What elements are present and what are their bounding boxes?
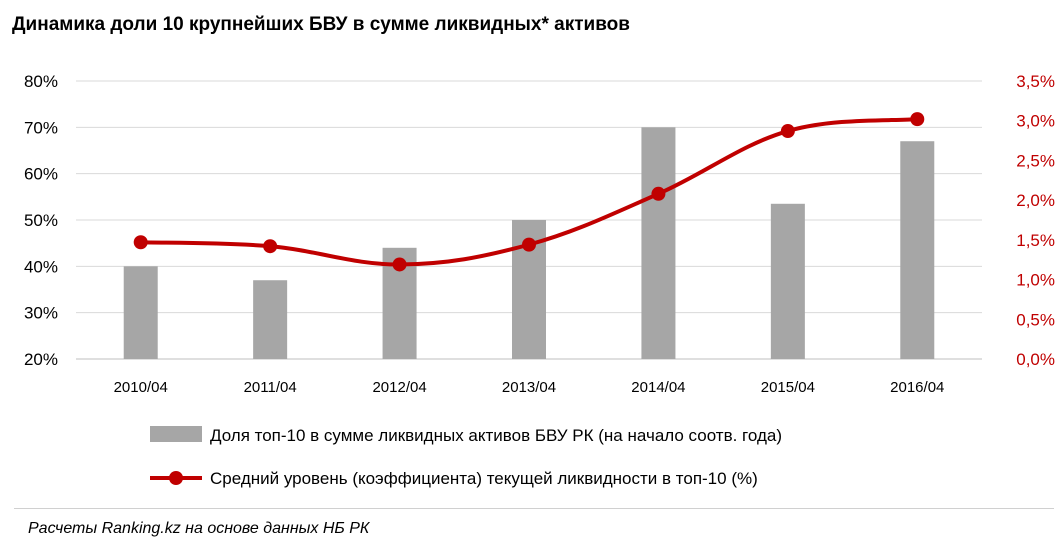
chart-title: Динамика доли 10 крупнейших БВУ в сумме … [12,14,630,35]
x-tick-label: 2010/04 [114,379,168,396]
legend-line-label: Средний уровень (коэффициента) текущей л… [210,469,758,488]
right-tick-label: 2,0% [1016,191,1055,210]
bar [770,203,805,359]
x-axis-labels: 2010/04 2011/04 2012/04 2013/04 2014/04 2015/… [114,379,945,396]
left-tick-label: 40% [24,257,58,276]
left-tick-label: 50% [24,211,58,230]
right-axis-ticks: 0,0% 0,5% 1,0% 1,5% 2,0% 2,5% 3,0% 3,5% [1016,72,1055,369]
left-tick-label: 80% [24,72,58,91]
x-tick-label: 2012/04 [372,379,426,396]
line-point [133,235,148,250]
x-tick-label: 2016/04 [890,379,944,396]
x-tick-label: 2011/04 [244,379,297,396]
x-tick-label: 2015/04 [761,379,815,396]
line-point [263,239,278,254]
bar-series [123,127,935,359]
right-tick-label: 1,5% [1016,231,1055,250]
right-tick-label: 3,0% [1016,112,1055,131]
right-tick-label: 0,5% [1016,310,1055,329]
line-series [133,112,925,272]
bar [900,141,935,359]
left-tick-label: 60% [24,165,58,184]
right-tick-label: 1,0% [1016,271,1055,290]
bar [123,266,158,359]
left-axis-ticks: 20% 30% 40% 50% 60% 70% 80% [24,72,58,369]
separator-line [14,508,1054,509]
legend-bar-label: Доля топ-10 в сумме ликвидных активов БВ… [210,426,782,445]
left-tick-label: 20% [24,350,58,369]
line-point [392,257,407,272]
legend: Доля топ-10 в сумме ликвидных активов БВ… [150,426,782,488]
left-tick-label: 30% [24,304,58,323]
bar [641,127,676,359]
x-tick-label: 2014/04 [631,379,685,396]
x-tick-label: 2013/04 [502,379,556,396]
line-point [522,237,536,252]
source-note: Расчеты Ranking.kz на основе данных НБ Р… [28,520,370,537]
right-tick-label: 2,5% [1016,151,1055,170]
left-tick-label: 70% [24,118,58,137]
bar [253,280,288,359]
line-point [651,186,666,201]
legend-line-marker [169,471,183,485]
legend-bar-swatch [150,426,202,442]
right-tick-label: 3,5% [1016,72,1055,91]
right-tick-label: 0,0% [1016,350,1055,369]
line-point [910,112,925,127]
line-point [780,124,795,139]
